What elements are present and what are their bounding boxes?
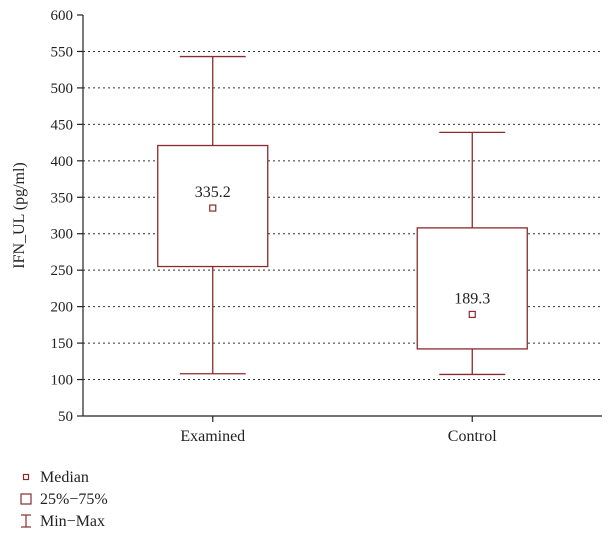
box-2: 189.3	[416, 131, 528, 376]
y-tick-label: 350	[51, 190, 74, 206]
y-axis-ticks: 50 100 150 200 250 300 350 400 450 500 550 600	[51, 8, 83, 425]
y-tick-label: 500	[51, 81, 74, 97]
y-tick-label: 550	[51, 44, 74, 60]
y-tick-label: 400	[51, 154, 74, 170]
median-marker	[468, 310, 476, 319]
box-1: 335.2	[157, 55, 269, 375]
y-tick-label: 50	[58, 409, 73, 425]
legend-label: Median	[40, 469, 89, 486]
axes	[82, 15, 602, 417]
legend-label: 25%−75%	[40, 491, 108, 508]
y-tick-label: 450	[51, 117, 74, 133]
y-tick-label: 250	[51, 263, 74, 279]
y-tick-label: 200	[51, 300, 74, 316]
iqr-box	[416, 227, 528, 350]
x-category-label: Control	[448, 428, 497, 445]
legend-label: Min−Max	[40, 513, 105, 530]
x-axis-category-labels: Examined Control	[180, 416, 497, 445]
legend-median-symbol	[22, 473, 30, 481]
y-tick-label: 600	[51, 8, 74, 24]
y-tick-label: 300	[51, 227, 74, 243]
y-tick-label: 100	[51, 373, 74, 389]
median-label: 335.2	[195, 184, 231, 201]
median-marker	[209, 204, 217, 212]
median-label: 189.3	[454, 290, 490, 307]
legend-box-symbol	[20, 493, 32, 505]
legend-item-box: 25%−75%	[20, 491, 108, 508]
x-category-label: Examined	[180, 428, 245, 445]
boxes: 335.2 189.3	[157, 55, 528, 376]
legend: Median 25%−75% Min−Max	[20, 469, 108, 530]
legend-item-median: Median	[22, 469, 89, 486]
y-axis-label: IFN_UL (pg/ml)	[11, 162, 28, 269]
legend-item-whisker: Min−Max	[21, 513, 105, 530]
y-tick-label: 150	[51, 336, 74, 352]
